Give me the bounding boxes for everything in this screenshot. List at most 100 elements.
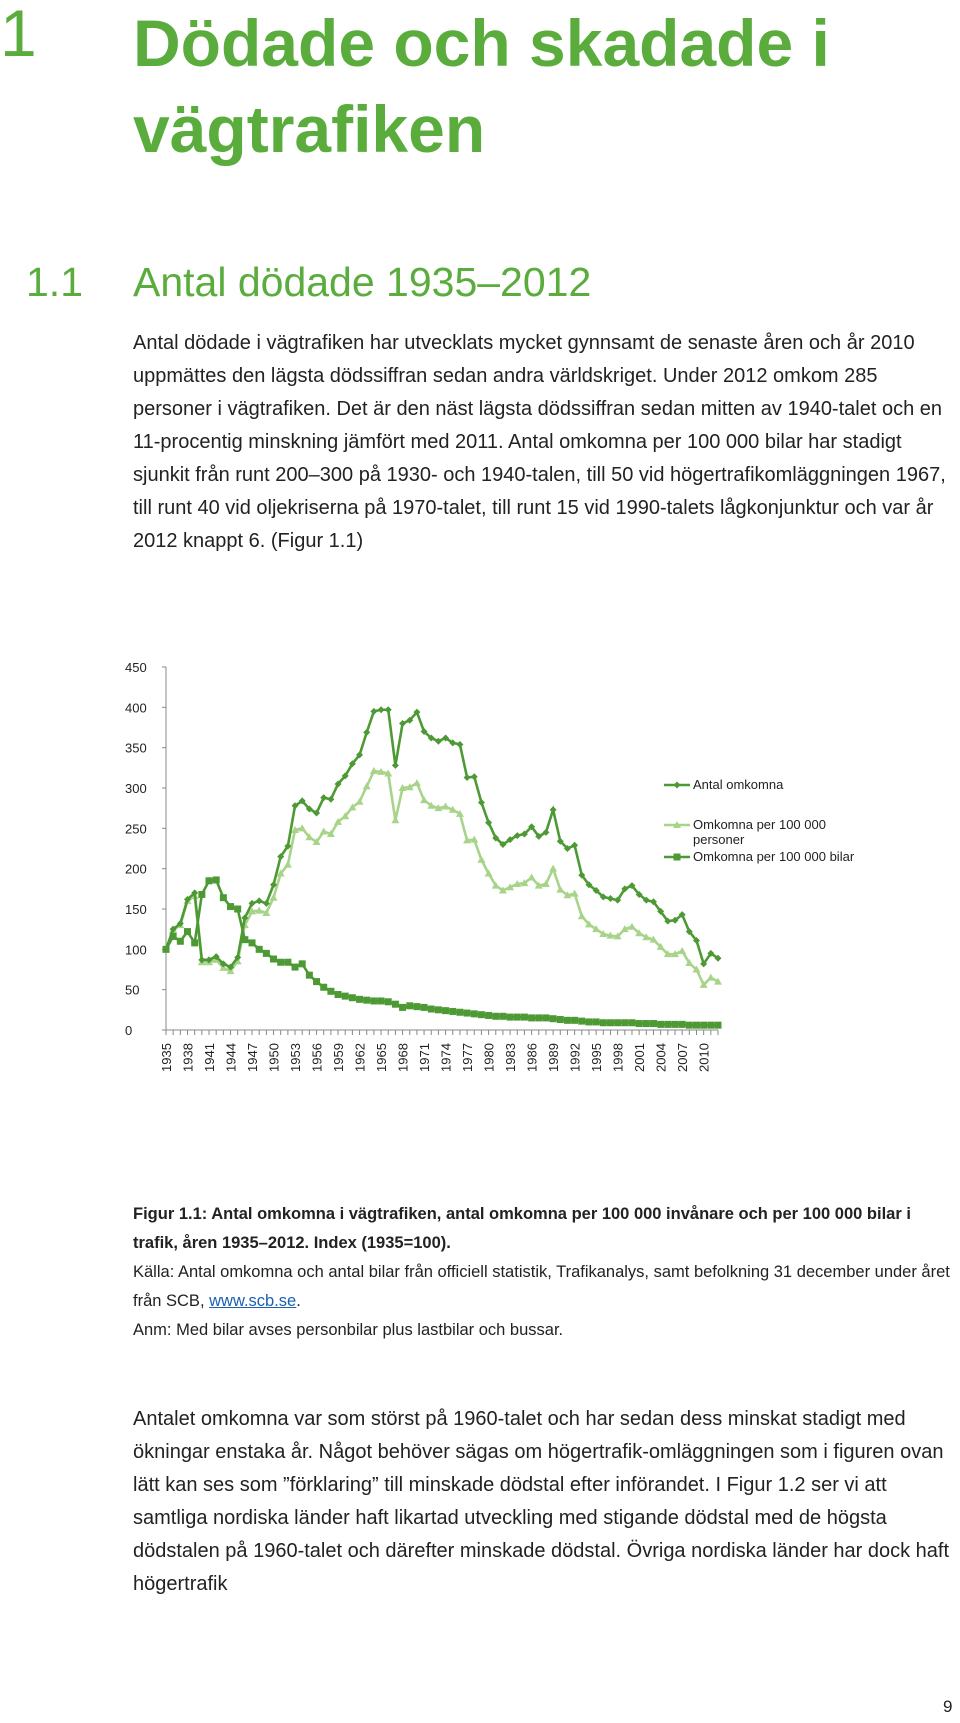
data-point-1	[506, 883, 515, 891]
y-tick-label: 100	[125, 942, 147, 957]
data-point-2	[198, 890, 206, 898]
data-point-1	[219, 963, 228, 971]
data-point-2	[255, 945, 263, 953]
data-point-2	[284, 958, 292, 966]
data-point-1	[670, 950, 679, 958]
data-point-2	[628, 1019, 636, 1027]
y-tick-label: 0	[125, 1023, 132, 1038]
data-point-0	[327, 795, 335, 803]
data-point-2	[563, 1016, 571, 1024]
data-point-0	[578, 871, 586, 879]
data-point-2	[248, 939, 256, 947]
body-paragraph-1: Antal dödade i vägtrafiken har utvecklat…	[133, 332, 946, 552]
section-number: 1.1	[26, 259, 83, 305]
data-point-2	[241, 936, 249, 944]
data-point-1	[391, 816, 400, 824]
data-point-1	[283, 860, 292, 868]
data-point-0	[621, 885, 629, 893]
data-point-0	[341, 772, 349, 780]
data-point-0	[370, 707, 378, 715]
data-point-2	[176, 937, 184, 945]
data-point-2	[678, 1020, 686, 1028]
x-tick-label: 1980	[482, 1043, 497, 1072]
data-point-2	[692, 1021, 700, 1029]
x-tick-label: 1974	[439, 1043, 454, 1072]
data-point-1	[355, 797, 364, 805]
line-chart: 0 50 100 150 200 250 300 350 400 450 1935 1938 1941…	[125, 660, 855, 1072]
data-point-2	[585, 1018, 593, 1026]
data-point-2	[614, 1019, 622, 1027]
data-point-2	[606, 1019, 614, 1027]
data-point-0	[241, 914, 249, 922]
data-point-2	[413, 1003, 421, 1011]
x-tick-label: 1959	[331, 1043, 346, 1072]
series-line-1	[164, 769, 719, 988]
data-point-2	[327, 987, 335, 995]
data-point-2	[205, 877, 213, 885]
data-point-1	[448, 805, 457, 813]
x-tick-label: 1995	[589, 1043, 604, 1072]
data-point-1	[434, 804, 443, 812]
data-point-0	[477, 799, 485, 807]
data-point-2	[320, 983, 328, 991]
data-point-1	[226, 967, 235, 975]
y-tick-label: 400	[125, 700, 147, 715]
data-point-1	[635, 929, 644, 937]
data-point-1	[248, 907, 257, 915]
data-point-1	[642, 933, 651, 941]
data-point-2	[635, 1020, 643, 1028]
data-point-2	[556, 1016, 564, 1024]
x-tick-label: 1998	[611, 1043, 626, 1072]
data-point-0	[592, 886, 600, 894]
data-point-2	[277, 958, 285, 966]
data-point-2	[356, 995, 364, 1003]
data-point-2	[291, 963, 299, 971]
data-point-0	[513, 832, 521, 840]
data-point-2	[169, 932, 177, 940]
y-tick-label: 150	[125, 902, 147, 917]
data-point-0	[635, 890, 643, 898]
y-tick-label: 50	[125, 983, 139, 998]
data-point-0	[649, 898, 657, 906]
data-point-1	[534, 881, 543, 889]
data-point-0	[520, 830, 528, 838]
data-point-0	[305, 805, 313, 813]
data-point-2	[434, 1006, 442, 1014]
data-point-0	[427, 734, 435, 742]
data-point-2	[528, 1014, 536, 1022]
data-point-1	[527, 873, 536, 881]
data-point-2	[685, 1021, 693, 1029]
data-point-1	[649, 935, 658, 943]
data-point-1	[599, 930, 608, 938]
data-point-2	[377, 997, 385, 1005]
legend-label-1: Omkomna per 100 000	[693, 817, 826, 832]
data-point-0	[542, 828, 550, 836]
data-point-0	[406, 716, 414, 724]
data-point-2	[707, 1021, 715, 1029]
data-point-1	[470, 835, 479, 843]
scb-link[interactable]: www.scb.se	[209, 1292, 297, 1310]
data-point-2	[427, 1005, 435, 1013]
data-point-1	[255, 906, 264, 914]
data-point-1	[427, 801, 436, 809]
data-point-2	[212, 876, 220, 884]
data-point-1	[570, 889, 579, 897]
data-point-1	[556, 885, 565, 893]
data-point-2	[449, 1007, 457, 1015]
data-point-2	[270, 955, 278, 963]
data-point-1	[541, 879, 550, 887]
data-point-0	[205, 956, 213, 964]
data-point-2	[348, 994, 356, 1002]
data-point-2	[334, 991, 342, 999]
data-point-1	[412, 779, 421, 787]
data-point-0	[449, 739, 457, 747]
x-tick-label: 1944	[224, 1043, 239, 1072]
data-point-1	[362, 782, 371, 790]
legend-marker-2	[673, 853, 681, 861]
x-tick-label: 1989	[546, 1043, 561, 1072]
data-point-0	[334, 780, 342, 788]
data-point-0	[262, 899, 270, 907]
data-point-2	[191, 939, 199, 947]
x-tick-label: 1935	[159, 1043, 174, 1072]
data-point-0	[678, 911, 686, 919]
